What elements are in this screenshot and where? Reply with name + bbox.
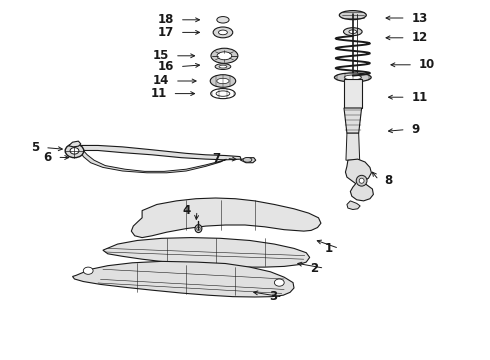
Polygon shape <box>346 133 360 160</box>
Text: 14: 14 <box>153 75 169 87</box>
Ellipse shape <box>219 30 227 35</box>
Ellipse shape <box>343 28 362 36</box>
Polygon shape <box>344 108 362 133</box>
Ellipse shape <box>359 178 364 183</box>
Text: 3: 3 <box>269 291 277 303</box>
Ellipse shape <box>217 17 229 23</box>
Ellipse shape <box>65 144 84 158</box>
Polygon shape <box>345 159 373 201</box>
Text: 9: 9 <box>412 123 420 136</box>
Polygon shape <box>73 145 241 160</box>
Ellipse shape <box>195 225 202 233</box>
Text: 7: 7 <box>212 152 220 165</box>
Text: 15: 15 <box>153 49 169 62</box>
Ellipse shape <box>274 279 284 286</box>
Ellipse shape <box>219 65 227 68</box>
Polygon shape <box>344 79 362 108</box>
Text: 5: 5 <box>31 141 39 154</box>
Ellipse shape <box>197 227 200 230</box>
Polygon shape <box>103 238 310 267</box>
Ellipse shape <box>70 148 79 154</box>
Ellipse shape <box>211 48 238 63</box>
Polygon shape <box>69 141 81 147</box>
Text: 11: 11 <box>412 91 428 104</box>
Ellipse shape <box>243 157 252 162</box>
Ellipse shape <box>210 75 236 87</box>
Ellipse shape <box>339 10 366 19</box>
Polygon shape <box>81 150 226 173</box>
Text: 4: 4 <box>183 204 191 217</box>
Polygon shape <box>131 198 321 238</box>
Ellipse shape <box>213 27 233 38</box>
Text: 1: 1 <box>325 242 333 255</box>
Polygon shape <box>73 261 294 297</box>
Text: 16: 16 <box>158 60 174 73</box>
Polygon shape <box>347 201 360 210</box>
Ellipse shape <box>349 30 357 33</box>
Ellipse shape <box>217 78 229 84</box>
Ellipse shape <box>215 64 231 69</box>
Text: 8: 8 <box>385 174 393 186</box>
Ellipse shape <box>83 267 93 274</box>
Polygon shape <box>240 158 256 163</box>
Text: 13: 13 <box>412 12 428 24</box>
Text: 10: 10 <box>419 58 435 71</box>
Ellipse shape <box>344 75 361 80</box>
Ellipse shape <box>334 73 371 82</box>
Text: 2: 2 <box>310 262 318 275</box>
Text: 6: 6 <box>43 151 51 164</box>
Text: 17: 17 <box>158 26 174 39</box>
Text: 11: 11 <box>150 87 167 100</box>
Ellipse shape <box>356 175 367 186</box>
Text: 18: 18 <box>158 13 174 26</box>
Text: 12: 12 <box>412 31 428 44</box>
Ellipse shape <box>217 52 232 60</box>
